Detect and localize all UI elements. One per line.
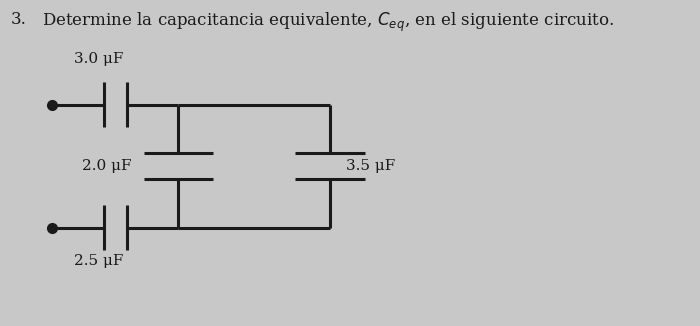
Text: 3.0 μF: 3.0 μF — [74, 52, 123, 66]
Text: 2.5 μF: 2.5 μF — [74, 254, 123, 268]
Text: 3.5 μF: 3.5 μF — [346, 159, 396, 173]
Text: Determine la capacitancia equivalente, $C_{eq}$, en el siguiente circuito.: Determine la capacitancia equivalente, $… — [43, 11, 615, 34]
Text: 3.: 3. — [11, 11, 27, 28]
Text: 2.0 μF: 2.0 μF — [81, 159, 131, 173]
